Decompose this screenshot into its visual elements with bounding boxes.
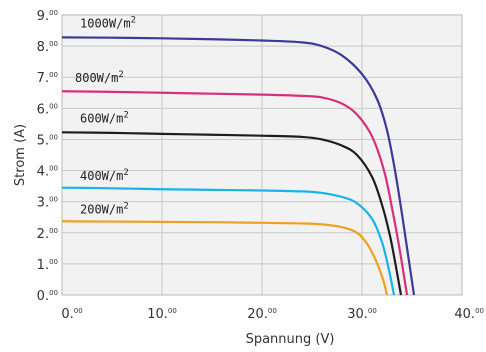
- curve-label: 200W/m2: [80, 201, 129, 216]
- x-tick-label: 40.00: [454, 307, 484, 322]
- curve-line: [61, 131, 403, 296]
- curve-line: [61, 220, 389, 296]
- y-tick-label: 2.00: [37, 227, 58, 242]
- y-tick-label: 4.00: [37, 165, 58, 180]
- curve-line: [61, 90, 409, 296]
- curves: [61, 36, 416, 296]
- x-tick-label: 0.00: [61, 307, 82, 322]
- x-tick-label: 20.00: [247, 307, 277, 322]
- curve-label: 600W/m2: [80, 110, 129, 125]
- curve-line: [61, 186, 396, 296]
- y-tick-label: 3.00: [37, 196, 58, 211]
- y-tick-label: 8.00: [37, 40, 58, 55]
- x-axis-label: Spannung (V): [246, 332, 335, 347]
- y-axis-label: Strom (A): [13, 124, 28, 186]
- curve-label: 400W/m2: [80, 168, 129, 183]
- x-tick-label: 30.00: [347, 307, 377, 322]
- y-tick-label: 9.00: [37, 9, 58, 24]
- y-ticks: 0.00 1.00 2.00 3.00 4.00 5.00 6.00 7.00 8.00 9.00: [37, 9, 58, 304]
- y-tick-label: 6.00: [37, 102, 58, 117]
- curve-line: [61, 36, 416, 296]
- curve-labels: 1000W/m2 800W/m2 600W/m2 400W/m2 200W/m2: [75, 15, 136, 216]
- y-tick-label: 1.00: [37, 258, 58, 273]
- x-ticks: 0.00 10.00 20.00 30.00 40.00: [61, 307, 484, 322]
- y-tick-label: 0.00: [37, 289, 58, 304]
- x-tick-label: 10.00: [147, 307, 177, 322]
- curve-label: 1000W/m2: [80, 15, 136, 30]
- y-tick-label: 5.00: [37, 133, 58, 148]
- y-tick-label: 7.00: [37, 71, 58, 86]
- curve-label: 800W/m2: [75, 70, 124, 85]
